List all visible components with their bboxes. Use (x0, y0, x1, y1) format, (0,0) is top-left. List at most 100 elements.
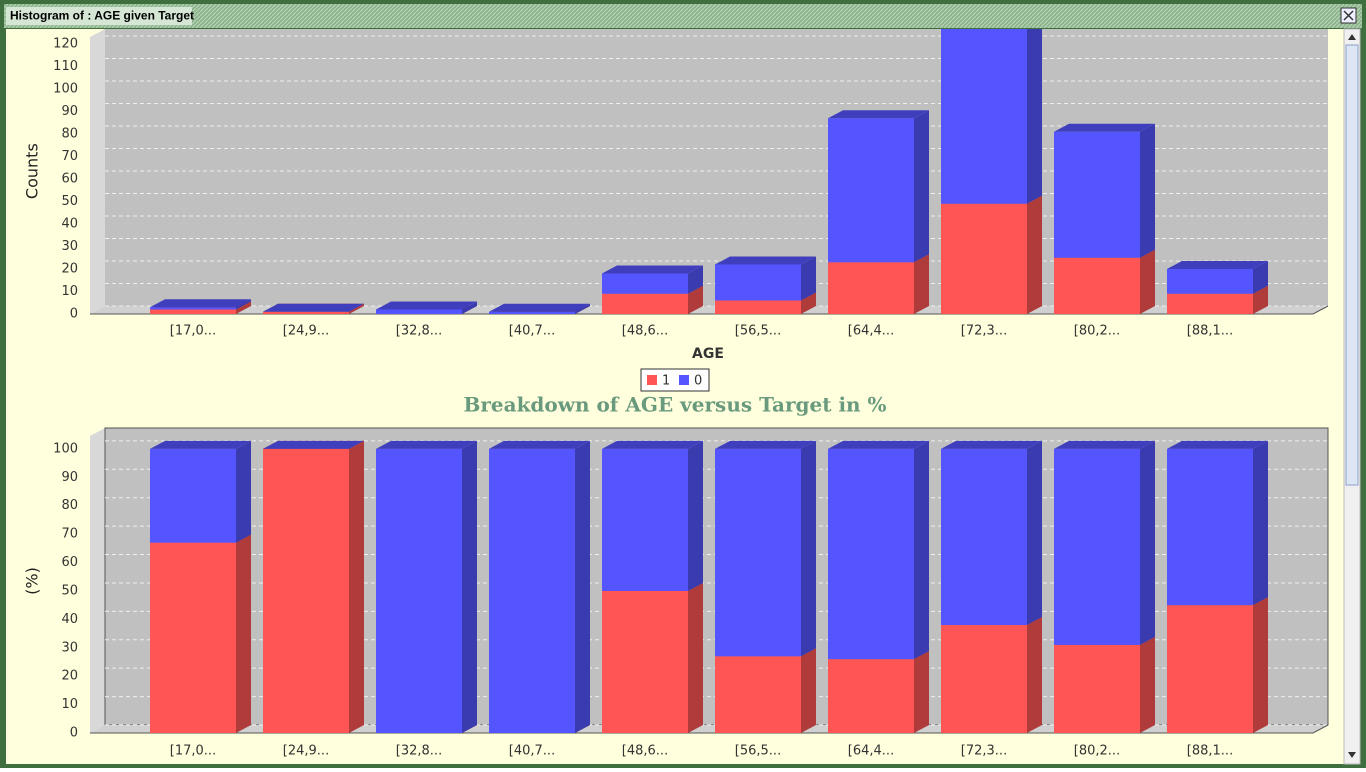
y-tick-label: 40 (61, 217, 78, 232)
bar-top (1054, 440, 1155, 449)
bar-top (715, 440, 816, 449)
bar-side (914, 440, 929, 660)
title-bg (6, 7, 192, 25)
bar-segment (1167, 448, 1253, 606)
bar-segment (1054, 448, 1140, 645)
y-tick-label: 0 (70, 307, 78, 322)
bar-segment (602, 448, 688, 591)
bar-side (236, 534, 251, 733)
bar-side (801, 292, 816, 314)
x-tick-label: [64,4... (848, 324, 894, 339)
y-axis-label: (%) (23, 567, 42, 595)
x-tick-label: [17,0... (170, 744, 216, 759)
y-tick-label: 70 (61, 527, 78, 542)
bar-segment (1054, 644, 1140, 733)
bar-top (376, 440, 477, 449)
bar-side (914, 254, 929, 314)
y-tick-label: 60 (61, 555, 78, 570)
bar-segment (1167, 605, 1253, 733)
bar-side (1253, 261, 1268, 294)
bar-side (349, 303, 364, 314)
y-axis-label: Counts (23, 143, 42, 199)
bar-segment (602, 273, 688, 294)
y-tick-label: 110 (53, 59, 78, 74)
bar-segment (263, 311, 349, 314)
legend-label: 1 (662, 374, 670, 389)
legend-swatch (647, 375, 657, 385)
bar-side (688, 285, 703, 314)
bar-segment (941, 29, 1027, 204)
x-tick-label: [64,4... (848, 744, 894, 759)
bar-segment (376, 309, 462, 314)
bar-top (150, 299, 251, 308)
bar-side (349, 440, 364, 733)
bar-side (1253, 597, 1268, 733)
bar-segment (1054, 131, 1140, 258)
bar-side (462, 301, 477, 314)
bar-segment (715, 656, 801, 733)
bar-segment (828, 659, 914, 733)
bar-segment (150, 448, 236, 543)
y-tick-label: 0 (70, 726, 78, 741)
x-tick-label: [88,1... (1187, 744, 1233, 759)
bar-side (1027, 617, 1042, 733)
bar-side (688, 582, 703, 733)
x-tick-label: [48,6... (622, 744, 668, 759)
y-tick-label: 30 (61, 239, 78, 254)
window-title: Histogram of : AGE given Target (10, 9, 194, 23)
bar-top (602, 440, 703, 449)
y-tick-label: 50 (61, 583, 78, 598)
bar-segment (941, 448, 1027, 626)
y-tick-label: 10 (61, 697, 78, 712)
bar-segment (150, 307, 236, 310)
bar-side (1253, 285, 1268, 314)
chart-title: Breakdown of AGE versus Target in % (463, 393, 886, 417)
bar-top (828, 110, 929, 119)
y-tick-label: 10 (61, 284, 78, 299)
x-tick-label: [24,9... (283, 324, 329, 339)
bar-top (941, 440, 1042, 449)
bar-segment (715, 300, 801, 314)
y-tick-label: 70 (61, 149, 78, 164)
bar-segment (376, 448, 462, 733)
bar-segment (1167, 293, 1253, 314)
bar-side (575, 303, 590, 314)
bar-top (1167, 261, 1268, 269)
bar-segment (941, 625, 1027, 733)
y-tick-label: 100 (53, 82, 78, 97)
chart: 0 10 20 30 40 50 60 70 80 90 100 [17,0... [24,9... [3… (53, 427, 1329, 759)
bar-side (1253, 440, 1268, 606)
y-tick-label: 30 (61, 640, 78, 655)
bar-segment (828, 448, 914, 660)
bar-side (1027, 195, 1042, 314)
bar-side (1140, 440, 1155, 645)
bar-top (1167, 440, 1268, 449)
legend-swatch (679, 375, 689, 385)
x-tick-label: [24,9... (283, 744, 329, 759)
bar-segment (602, 293, 688, 314)
bar-side (914, 651, 929, 733)
bar-segment (1167, 269, 1253, 294)
bar-top (1054, 123, 1155, 132)
x-tick-label: [72,3... (961, 744, 1007, 759)
bar-segment (828, 262, 914, 314)
x-tick-label: [56,5... (735, 324, 781, 339)
bar-segment (715, 448, 801, 657)
bar-segment (489, 311, 575, 314)
x-tick-label: [80,2... (1074, 324, 1120, 339)
bar-segment (828, 118, 914, 263)
y-tick-label: 60 (61, 172, 78, 187)
x-tick-label: [88,1... (1187, 324, 1233, 339)
x-tick-label: [17,0... (170, 324, 216, 339)
scrollbar[interactable] (1343, 28, 1361, 765)
bar-top (263, 303, 364, 312)
legend-label: 0 (694, 374, 702, 389)
x-tick-label: [40,7... (509, 744, 555, 759)
close-button[interactable] (1340, 7, 1357, 24)
bar-top (263, 440, 364, 449)
bar-top (715, 256, 816, 265)
bar-side (236, 301, 251, 314)
bar-side (914, 110, 929, 263)
x-tick-label: [48,6... (622, 324, 668, 339)
